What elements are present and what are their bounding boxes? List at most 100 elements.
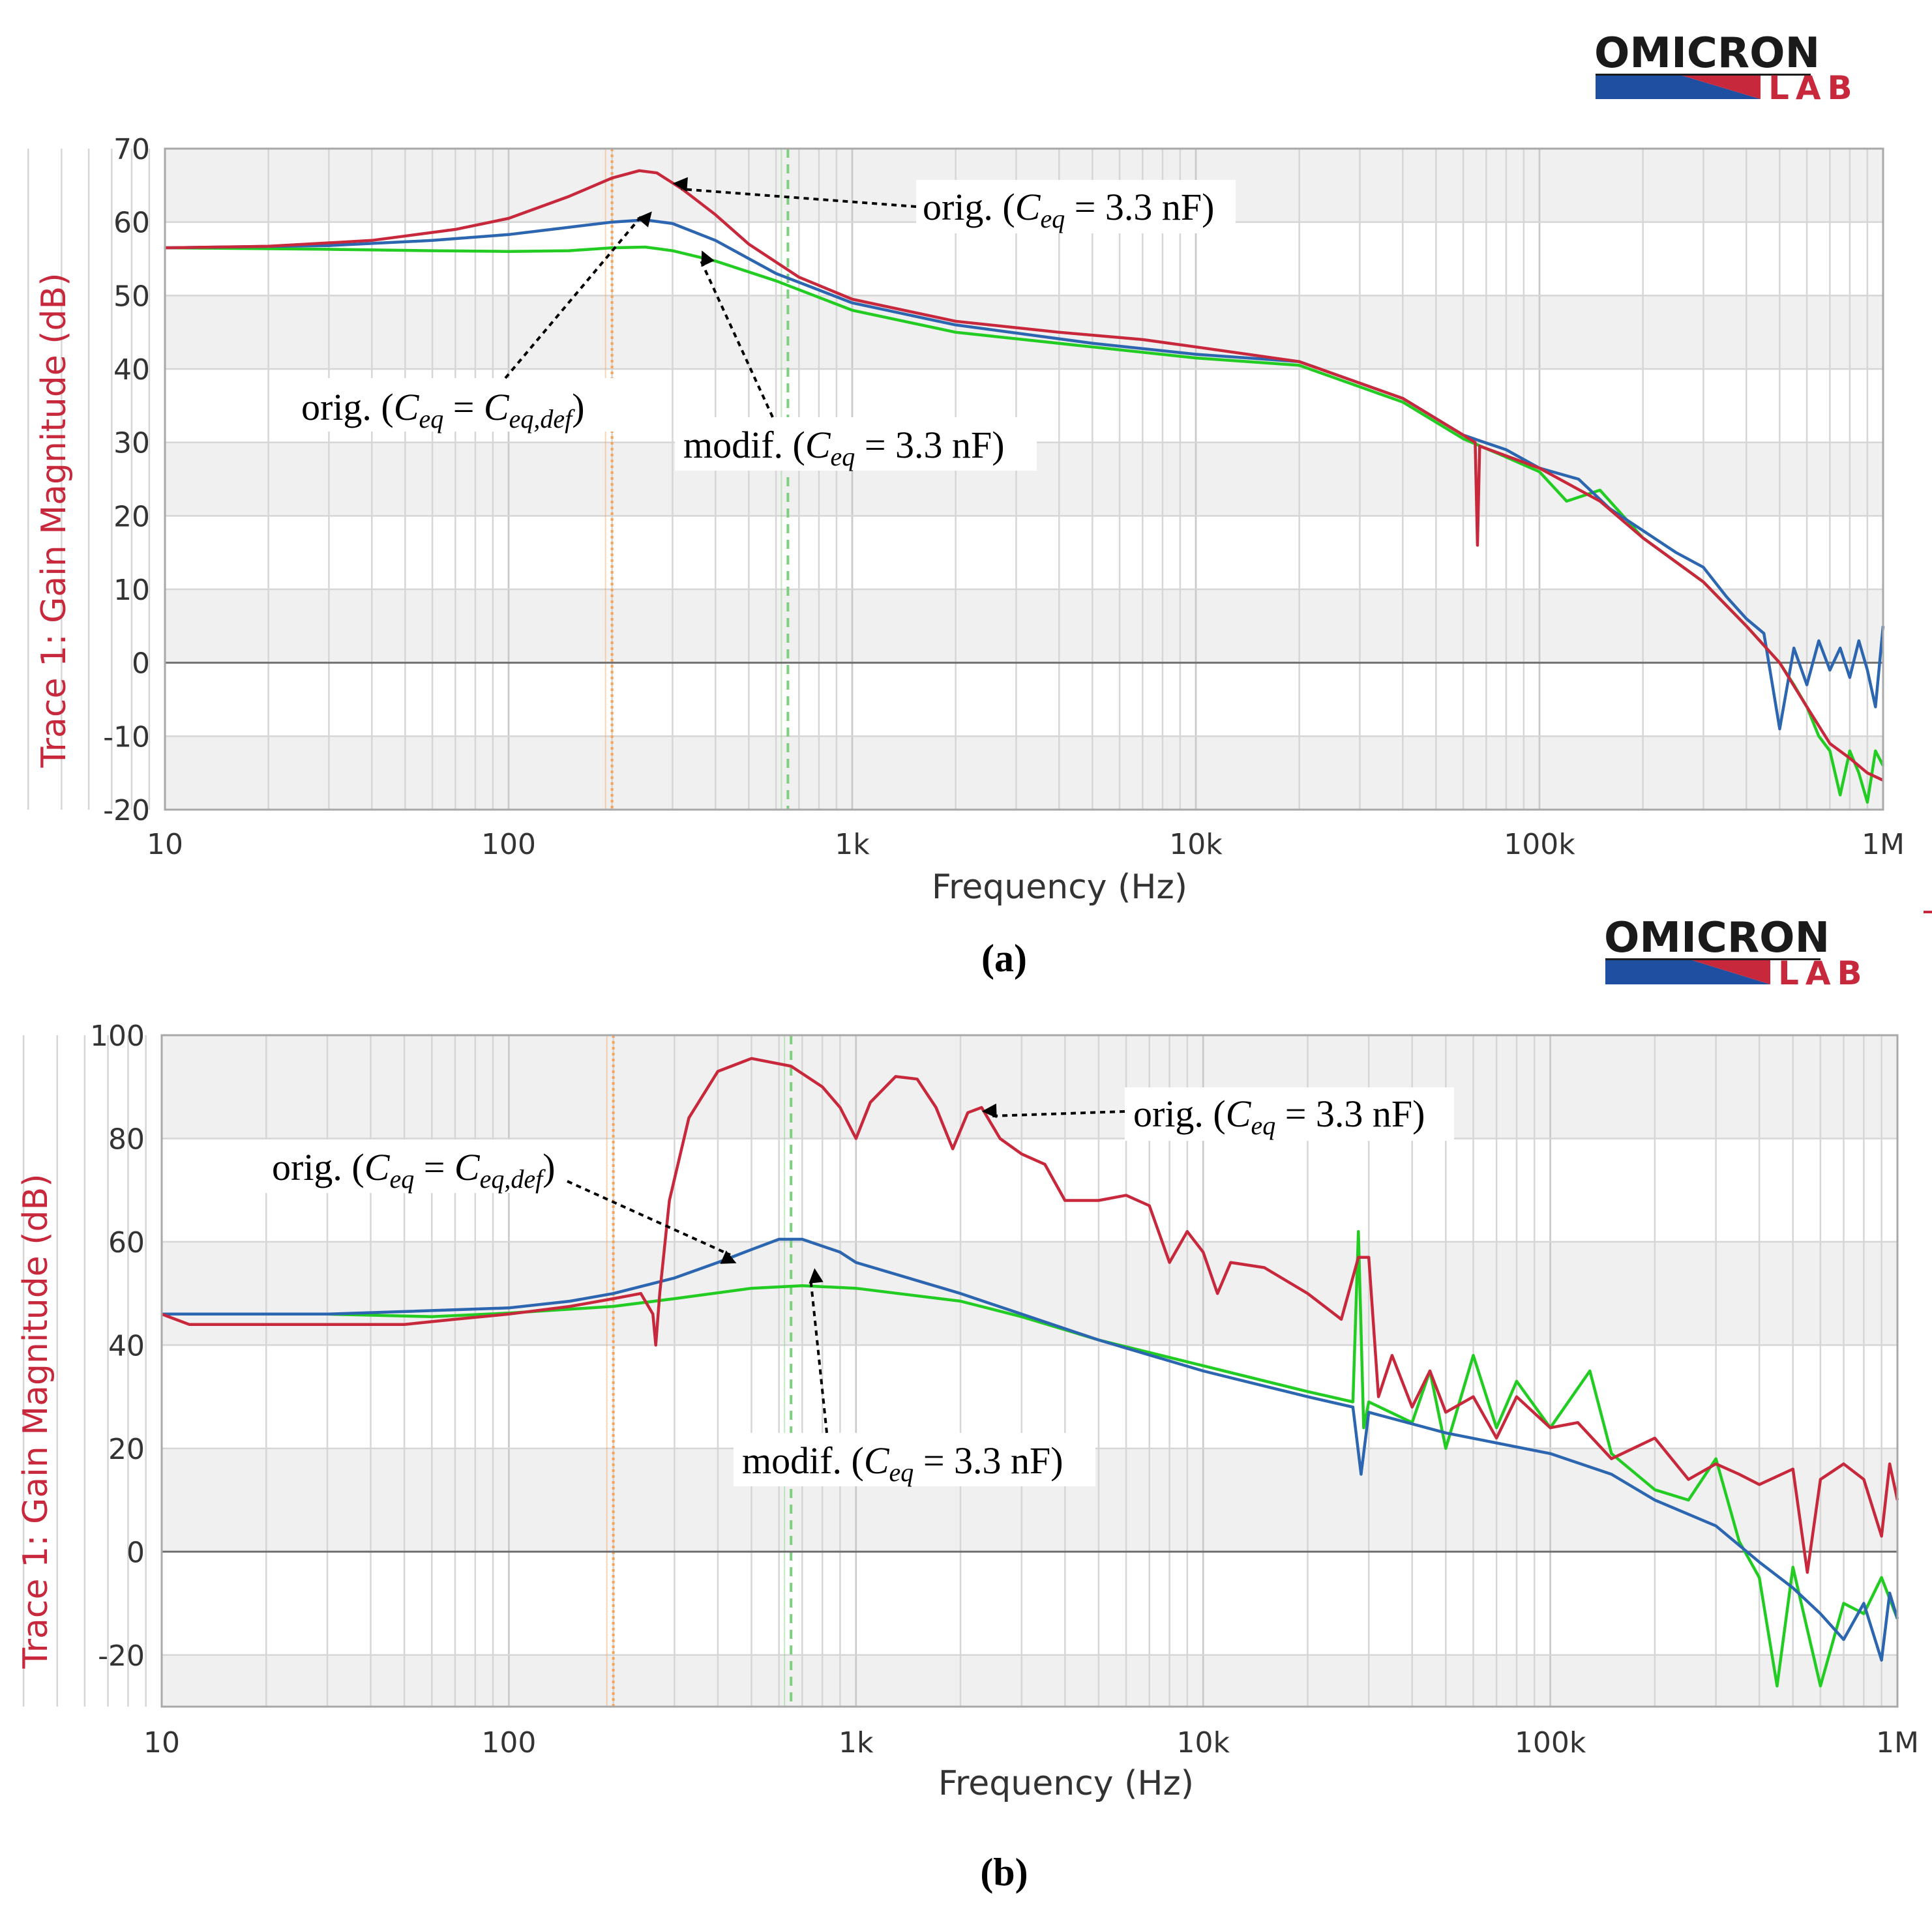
annotation-part: eq,def xyxy=(509,404,576,434)
annotation-part: orig. ( xyxy=(1133,1093,1226,1135)
panel-label-b: (b) xyxy=(980,1851,1028,1894)
x-tick-labels-a: 10 100 1k 10k 100k 1M xyxy=(147,828,1905,861)
y-tick-label: 0 xyxy=(126,1536,145,1569)
x-tick-label: 10 xyxy=(143,1726,180,1759)
x-tick-label: 100 xyxy=(481,1726,536,1759)
logo-text-bottom: LAB xyxy=(1768,69,1859,107)
omicron-lab-logo: OMICRON LAB xyxy=(1604,914,1862,992)
annotation-part: = xyxy=(414,1146,454,1188)
arrow-orig-def-b xyxy=(567,1180,737,1264)
annotation-part: eq xyxy=(1251,1111,1275,1140)
grid-lines xyxy=(22,1034,1899,1707)
y-tick-label: 40 xyxy=(108,1329,145,1362)
y-tick-label: 60 xyxy=(108,1226,145,1259)
arrow-orig-def-a xyxy=(504,211,652,379)
annotation-part: ) xyxy=(542,1146,555,1188)
y-axis-label-b: Trace 1: Gain Magnitude (dB) xyxy=(16,1174,55,1669)
annotation-part: eq xyxy=(831,442,855,471)
frequency-markers xyxy=(604,149,790,810)
x-tick-label: 1M xyxy=(1876,1726,1919,1759)
annotation-part: C xyxy=(1226,1093,1252,1135)
annotation-part: eq xyxy=(419,404,443,434)
annotation-orig-def-a: orig. (Ceq = Ceq,def) xyxy=(293,378,626,434)
band xyxy=(162,1655,1897,1707)
y-tick-label: -20 xyxy=(98,1640,145,1673)
band xyxy=(165,736,1883,810)
band xyxy=(162,1241,1897,1346)
annotation-part: C xyxy=(1015,186,1041,228)
logo-blue-band xyxy=(1605,960,1770,984)
annotation-orig-3p3nF-b: orig. (Ceq = 3.3 nF) xyxy=(1125,1087,1454,1141)
band xyxy=(165,589,1883,663)
annotation-part: = 3.3 nF) xyxy=(855,424,1004,466)
x-tick-label: 100 xyxy=(481,828,536,861)
annotation-part: C xyxy=(484,386,510,428)
annotation-part: orig. ( xyxy=(923,186,1015,228)
x-tick-label: 10k xyxy=(1176,1726,1230,1759)
x-axis-label-b: Frequency (Hz) xyxy=(938,1764,1194,1803)
plot-frame xyxy=(160,1034,1899,1708)
y-tick-labels-b: -20 0 20 40 60 80 100 xyxy=(90,1020,145,1673)
svg-text:modif. (Ceq = 3.3 nF): modif. (Ceq = 3.3 nF) xyxy=(683,424,1005,471)
y-tick-label: 100 xyxy=(90,1020,145,1053)
annotation-modif-a: modif. (Ceq = 3.3 nF) xyxy=(675,417,1037,471)
x-axis-label-a: Frequency (Hz) xyxy=(932,868,1187,907)
arrow-modif-b xyxy=(809,1268,828,1434)
plot-frame xyxy=(164,147,1884,811)
series-line-blue xyxy=(162,1237,1899,1662)
x-tick-label: 10 xyxy=(147,828,183,861)
annotation-arrows-a xyxy=(504,177,917,418)
plot-area-a xyxy=(27,147,1885,811)
annotation-part: = xyxy=(443,386,484,428)
svg-text:orig. (Ceq = Ceq,def): orig. (Ceq = Ceq,def) xyxy=(301,386,585,434)
band xyxy=(165,295,1883,369)
annotation-part: ) xyxy=(572,386,584,428)
annotation-part: C xyxy=(394,386,420,428)
y-tick-label: -20 xyxy=(103,794,150,827)
annotation-part: modif. ( xyxy=(742,1439,864,1482)
annotation-part: C xyxy=(805,424,831,466)
annotation-part: eq xyxy=(889,1458,914,1487)
arrow-orig-3p3nF-a xyxy=(672,177,917,208)
omicron-lab-logo: OMICRON LAB xyxy=(1594,29,1859,107)
y-tick-label: 70 xyxy=(113,133,150,166)
y-tick-label: 60 xyxy=(113,207,150,240)
x-tick-label: 100k xyxy=(1504,828,1575,861)
annotation-part: = 3.3 nF) xyxy=(1065,186,1214,228)
x-tick-label: 1k xyxy=(835,828,870,861)
y-tick-label: 0 xyxy=(132,647,150,681)
annotation-part: orig. ( xyxy=(301,386,394,428)
annotation-part: orig. ( xyxy=(272,1146,364,1188)
logo-text-top: OMICRON xyxy=(1594,29,1820,78)
frequency-markers xyxy=(606,1035,793,1707)
band xyxy=(162,1035,1897,1139)
annotation-part: = 3.3 nF) xyxy=(914,1439,1063,1482)
x-tick-label: 10k xyxy=(1169,828,1223,861)
background-bands xyxy=(162,1035,1897,1707)
y-tick-label: -10 xyxy=(103,720,150,754)
y-tick-label: 20 xyxy=(108,1433,145,1466)
series-line-red xyxy=(164,169,1884,782)
y-tick-label: 40 xyxy=(113,353,150,387)
y-tick-label: 10 xyxy=(113,574,150,607)
logo-red-band xyxy=(1682,76,1761,99)
annotation-part: modif. ( xyxy=(683,424,805,466)
svg-text:orig. (Ceq = Ceq,def): orig. (Ceq = Ceq,def) xyxy=(272,1146,556,1194)
y-tick-labels-a: -20 -10 0 10 20 30 40 50 60 70 xyxy=(103,133,150,827)
series-line-red xyxy=(161,1057,1899,1574)
x-tick-label: 1M xyxy=(1862,828,1905,861)
logo-blue-band xyxy=(1596,76,1761,99)
annotation-part: eq,def xyxy=(480,1164,546,1194)
annotation-part: eq xyxy=(1040,204,1065,233)
y-tick-label: 80 xyxy=(108,1123,145,1156)
svg-text:orig. (Ceq = 3.3 nF): orig. (Ceq = 3.3 nF) xyxy=(923,186,1214,233)
background-bands xyxy=(165,149,1883,810)
arrow-orig-3p3nF-b xyxy=(981,1103,1125,1119)
annotation-part: C xyxy=(454,1146,481,1188)
annotation-part: = 3.3 nF) xyxy=(1275,1093,1425,1135)
edge-mark xyxy=(1924,911,1932,913)
annotation-part: C xyxy=(364,1146,391,1188)
x-tick-label: 100k xyxy=(1515,1726,1586,1759)
